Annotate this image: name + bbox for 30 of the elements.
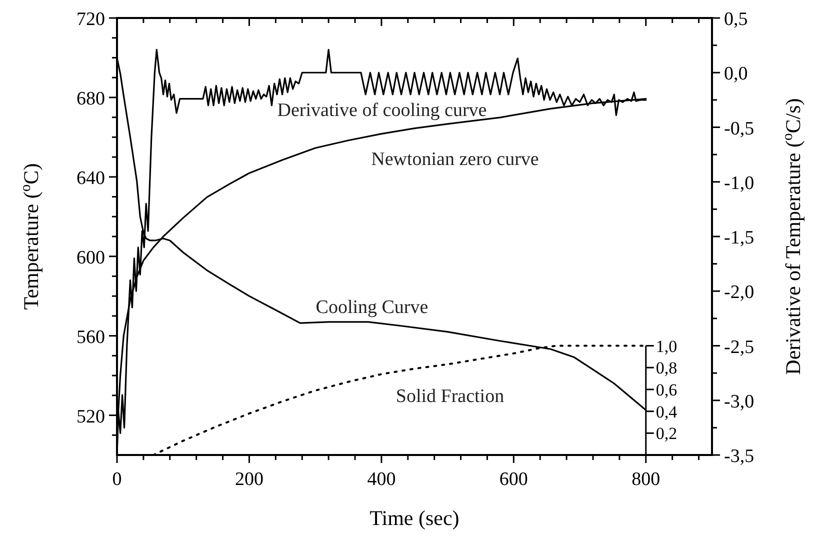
- y3-tick-label: 0,8: [656, 358, 678, 378]
- y2-tick-label: -3,0: [724, 391, 754, 412]
- y-tick-label: 720: [76, 9, 105, 30]
- x-tick-label: 200: [234, 469, 264, 490]
- x-axis-title: Time (sec): [370, 506, 460, 530]
- y3-tick-label: 0,4: [656, 402, 678, 422]
- y3-tick-label: 0,2: [656, 424, 678, 444]
- x-tick-label: 400: [367, 469, 396, 490]
- x-tick-label: 0: [112, 469, 122, 490]
- y-tick-label: 680: [76, 88, 105, 110]
- y2-tick-label: 0,5: [724, 9, 748, 30]
- y2-tick-label: -2,5: [724, 336, 754, 358]
- y2-tick-label: -0,5: [724, 118, 754, 140]
- y-tick-label: 640: [76, 168, 105, 189]
- y-tick-label: 520: [76, 406, 105, 428]
- x-tick-label: 800: [632, 469, 660, 490]
- y2-tick-label: -1,5: [724, 228, 754, 248]
- series-label: Newtonian zero curve: [371, 149, 539, 170]
- y2-tick-label: -3,5: [724, 446, 754, 467]
- y2-tick-label: 0,0: [724, 64, 748, 85]
- series-label: Solid Fraction: [396, 386, 505, 407]
- series-label: Derivative of cooling curve: [277, 100, 487, 121]
- y2-tick-label: -1,0: [724, 172, 754, 194]
- y3-tick-label: 0,6: [656, 380, 678, 400]
- y3-tick-label: 1,0: [656, 336, 678, 356]
- y-tick-label: 560: [76, 326, 105, 348]
- x-tick-label: 600: [499, 469, 528, 490]
- y2-tick-label: -2,0: [724, 282, 754, 304]
- y-tick-label: 600: [76, 247, 105, 268]
- series-label: Cooling Curve: [316, 297, 428, 318]
